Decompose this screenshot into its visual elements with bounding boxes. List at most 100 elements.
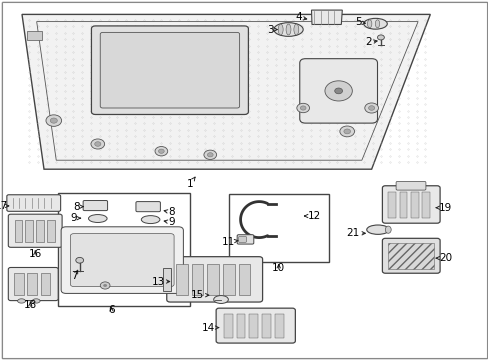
FancyBboxPatch shape (8, 267, 58, 301)
Circle shape (339, 126, 354, 137)
Bar (58, 193, 189, 306)
Circle shape (296, 103, 309, 113)
Ellipse shape (293, 24, 298, 35)
Circle shape (95, 142, 101, 146)
FancyBboxPatch shape (166, 257, 262, 302)
Text: 17: 17 (0, 201, 9, 211)
Text: 4: 4 (294, 12, 306, 22)
Circle shape (100, 282, 110, 289)
FancyBboxPatch shape (237, 235, 253, 244)
Bar (36, 220, 44, 242)
Text: 8: 8 (164, 207, 175, 217)
Text: 12: 12 (304, 211, 321, 221)
Circle shape (300, 106, 305, 110)
Bar (249, 314, 258, 338)
Bar (421, 192, 429, 218)
Bar (274, 314, 283, 338)
Ellipse shape (285, 24, 290, 35)
Circle shape (158, 149, 164, 153)
Bar (47, 220, 55, 242)
Text: 3: 3 (266, 24, 277, 35)
Text: 5: 5 (354, 17, 365, 27)
Bar (27, 31, 41, 40)
Text: 9: 9 (164, 217, 175, 228)
Text: 11: 11 (221, 237, 237, 247)
Bar (236, 314, 245, 338)
FancyBboxPatch shape (216, 308, 295, 343)
Text: 7: 7 (71, 270, 78, 281)
FancyBboxPatch shape (299, 59, 377, 123)
Circle shape (368, 106, 374, 110)
FancyBboxPatch shape (382, 186, 439, 223)
Bar (41, 273, 50, 295)
Bar (387, 192, 395, 218)
FancyBboxPatch shape (382, 238, 439, 273)
FancyBboxPatch shape (136, 202, 160, 212)
Bar (399, 192, 407, 218)
FancyBboxPatch shape (7, 195, 61, 211)
Ellipse shape (88, 215, 107, 222)
Text: 19: 19 (435, 203, 451, 213)
Text: 15: 15 (191, 290, 208, 300)
Ellipse shape (273, 23, 303, 36)
FancyBboxPatch shape (395, 181, 425, 190)
Bar (14, 273, 24, 295)
Ellipse shape (385, 226, 390, 233)
FancyBboxPatch shape (61, 227, 183, 293)
Ellipse shape (367, 20, 371, 28)
FancyBboxPatch shape (100, 32, 239, 108)
Ellipse shape (18, 299, 25, 303)
Ellipse shape (363, 18, 386, 29)
Text: 14: 14 (202, 323, 218, 333)
Text: 20: 20 (435, 253, 451, 263)
Bar (410, 192, 418, 218)
Bar (191, 264, 203, 295)
Text: 16: 16 (28, 249, 42, 259)
Polygon shape (22, 14, 429, 169)
Ellipse shape (213, 296, 228, 303)
Bar (238, 264, 250, 295)
Circle shape (46, 115, 61, 126)
Bar (207, 264, 219, 295)
FancyBboxPatch shape (8, 214, 62, 247)
Text: 8: 8 (73, 202, 83, 212)
Circle shape (76, 257, 83, 263)
Circle shape (155, 147, 167, 156)
Bar (387, 243, 433, 269)
Text: 10: 10 (272, 263, 285, 273)
Bar (27, 273, 37, 295)
Circle shape (207, 153, 213, 157)
Circle shape (203, 150, 216, 159)
Ellipse shape (375, 20, 379, 28)
Ellipse shape (32, 299, 40, 303)
Bar (228, 194, 328, 262)
Text: 9: 9 (70, 213, 80, 223)
Text: 13: 13 (151, 276, 169, 287)
Text: 18: 18 (23, 300, 37, 310)
Bar (176, 264, 187, 295)
Text: 2: 2 (364, 37, 376, 48)
Circle shape (103, 284, 107, 287)
Ellipse shape (366, 225, 388, 234)
Polygon shape (311, 10, 342, 24)
Text: 6: 6 (108, 305, 115, 315)
FancyBboxPatch shape (238, 237, 246, 242)
Ellipse shape (278, 24, 283, 35)
FancyBboxPatch shape (70, 234, 174, 287)
Text: 21: 21 (346, 228, 365, 238)
Text: 1: 1 (186, 177, 195, 189)
Ellipse shape (141, 216, 160, 224)
Circle shape (364, 103, 378, 113)
Circle shape (334, 88, 342, 94)
Circle shape (324, 81, 351, 101)
Bar (15, 220, 22, 242)
Bar (163, 268, 171, 291)
Bar (223, 264, 234, 295)
Circle shape (377, 35, 384, 40)
Bar (224, 314, 232, 338)
FancyBboxPatch shape (83, 201, 107, 211)
FancyBboxPatch shape (91, 26, 248, 114)
Circle shape (343, 129, 350, 134)
Bar (25, 220, 33, 242)
Circle shape (91, 139, 104, 149)
